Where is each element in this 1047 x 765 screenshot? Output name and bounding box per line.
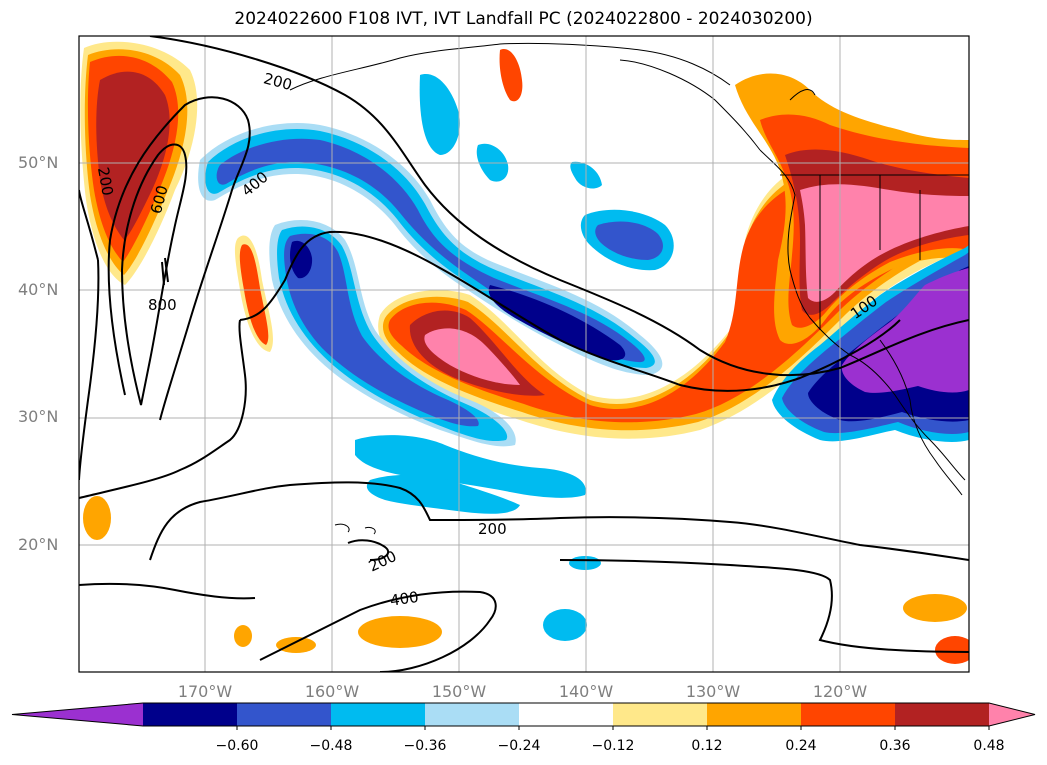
colorbar-swatch: [237, 703, 332, 726]
contour-label: 800: [148, 296, 177, 314]
colorbar-swatch: [613, 703, 708, 726]
negative-anomalies: [198, 74, 969, 641]
ivt-contours: [79, 36, 969, 672]
colorbar-swatch: [707, 703, 802, 726]
contour-label: 400: [389, 588, 420, 610]
coastlines: [289, 42, 969, 535]
colorbar-tick-label: 0.24: [785, 738, 817, 754]
colorbar-extend-low: [12, 703, 143, 726]
colorbar-tick-label: −0.60: [215, 738, 259, 754]
longitude-label: 130°W: [685, 682, 741, 701]
contour-label: 200: [478, 520, 507, 538]
colorbar-swatch: [331, 703, 426, 726]
colorbar-outline: [11, 702, 1036, 727]
longitude-label: 150°W: [431, 682, 487, 701]
map-field: 200 200 400 600 800 200 400 200 100: [79, 36, 969, 672]
colorbar-tick-label: −0.24: [497, 738, 541, 754]
latitude-label: 40°N: [18, 280, 59, 299]
colorbar-tick-label: −0.48: [309, 738, 353, 754]
latitude-label: 20°N: [18, 535, 59, 554]
latitude-label: 50°N: [18, 153, 59, 172]
colorbar-swatch: [801, 703, 896, 726]
map-title: 2024022600 F108 IVT, IVT Landfall PC (20…: [234, 9, 813, 29]
colorbar-tick-label: 0.12: [691, 738, 723, 754]
colorbar-swatch: [895, 703, 990, 726]
gridlines: [79, 36, 969, 672]
longitude-label: 140°W: [558, 682, 614, 701]
positive-anomalies: [80, 41, 969, 664]
contour-label: 200: [262, 69, 294, 94]
colorbar-extend-high: [989, 703, 1035, 726]
contour-label: 200: [366, 547, 400, 575]
colorbar-swatch: [519, 703, 614, 726]
latitude-label: 30°N: [18, 407, 59, 426]
colorbar-tick-label: −0.36: [403, 738, 447, 754]
longitude-label: 170°W: [177, 682, 233, 701]
colorbar-tick-label: 0.36: [879, 738, 911, 754]
colorbar-swatch: [425, 703, 520, 726]
longitude-label: 120°W: [812, 682, 868, 701]
colorbar: [11, 702, 1036, 730]
colorbar-swatch: [143, 703, 238, 726]
colorbar-tick-label: −0.12: [591, 738, 635, 754]
contour-label: 200: [94, 166, 117, 197]
map-frame: [78, 35, 970, 673]
longitude-label: 160°W: [304, 682, 360, 701]
colorbar-tick-label: 0.48: [973, 738, 1005, 754]
